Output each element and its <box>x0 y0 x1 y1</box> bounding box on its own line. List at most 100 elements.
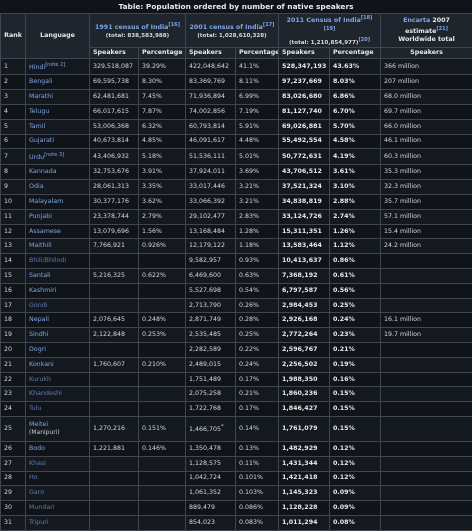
language-link[interactable]: Bodo <box>29 445 45 452</box>
percentage-2011-cell: 0.09% <box>330 501 381 516</box>
language-link[interactable]: Mundari <box>29 504 55 511</box>
rank-cell: 24 <box>1 402 26 417</box>
census-2001-ref[interactable]: [17] <box>263 22 275 28</box>
speakers-2011-cell: 7,368,192 <box>279 269 330 284</box>
language-link[interactable]: Maithili <box>29 242 52 249</box>
language-cell: Khasi <box>26 456 90 471</box>
speakers-2011-header: Speakers <box>279 48 330 59</box>
speakers-1991-cell: 28,061,313 <box>90 180 139 195</box>
language-note-ref[interactable]: [note 3] <box>44 152 64 158</box>
language-link[interactable]: Assamese <box>29 228 61 235</box>
census-1991-ref[interactable]: [16] <box>168 22 180 28</box>
percentage-2001-cell: 5.91% <box>236 119 279 134</box>
percentage-2011-cell: 4.19% <box>330 149 381 165</box>
language-link[interactable]: Tulu <box>29 405 42 412</box>
language-link[interactable]: Gondi <box>29 302 47 309</box>
language-link[interactable]: Odia <box>29 183 44 190</box>
speakers-1991-cell: 1,270,216 <box>90 417 139 442</box>
speakers-2011-cell: 55,492,554 <box>279 134 330 149</box>
language-cell: Santali <box>26 269 90 284</box>
census-2011-total-ref[interactable]: [20] <box>358 37 370 43</box>
encarta-cell <box>381 298 472 313</box>
language-link[interactable]: Khasi <box>29 460 46 467</box>
language-link[interactable]: Sindhi <box>29 331 48 338</box>
language-link[interactable]: Konkani <box>29 361 54 368</box>
encarta-cell <box>381 515 472 530</box>
percentage-2001-cell: 0.22% <box>236 343 279 358</box>
encarta-cell: 35.7 million <box>381 195 472 210</box>
speakers-1991-cell <box>90 402 139 417</box>
speakers-2001-cell: 889,479 <box>186 501 236 516</box>
percentage-2011-cell: 0.86% <box>330 254 381 269</box>
encarta-cell: 15.4 million <box>381 224 472 239</box>
speakers-2001-value: 2,282,589 <box>189 346 221 353</box>
percentage-1991-header: Percentage <box>139 48 186 59</box>
language-link[interactable]: Urdu <box>29 154 44 161</box>
speakers-2001-value: 1,128,575 <box>189 460 221 467</box>
census-2011-total: (total: 1,210,854,977) <box>289 40 358 46</box>
percentage-2011-cell: 0.16% <box>330 372 381 387</box>
encarta-ref[interactable]: [21] <box>436 26 448 32</box>
language-link[interactable]: Garo <box>29 489 44 496</box>
encarta-cell <box>381 357 472 372</box>
rank-cell: 16 <box>1 283 26 298</box>
percentage-1991-cell <box>139 471 186 486</box>
speakers-1991-cell: 23,378,744 <box>90 209 139 224</box>
language-link[interactable]: Khandeshi <box>29 390 62 397</box>
language-link[interactable]: Nepali <box>29 316 49 323</box>
encarta-cell <box>381 387 472 402</box>
language-link[interactable]: Santali <box>29 272 51 279</box>
census-1991-link[interactable]: 1991 census of India <box>95 24 168 31</box>
percentage-2011-cell: 4.58% <box>330 134 381 149</box>
language-cell: Sindhi <box>26 328 90 343</box>
speakers-2001-cell: 422,048,642 <box>186 59 236 75</box>
language-link[interactable]: Malayalam <box>29 198 63 205</box>
language-link[interactable]: Dogri <box>29 346 46 353</box>
speakers-2001-value: 71,936,894 <box>189 93 225 100</box>
encarta-link[interactable]: Encarta <box>403 17 430 24</box>
census-2011-link[interactable]: 2011 Census of India <box>287 17 361 24</box>
census-2001-link[interactable]: 2001 census of India <box>190 24 263 31</box>
percentage-2011-cell: 5.70% <box>330 119 381 134</box>
language-note-ref[interactable]: [note 2] <box>45 62 65 68</box>
language-cell: Ho <box>26 471 90 486</box>
speakers-1991-cell <box>90 471 139 486</box>
speakers-2001-value: 46,091,617 <box>189 137 225 144</box>
speakers-2011-cell: 33,124,726 <box>279 209 330 224</box>
speakers-2011-cell: 2,772,264 <box>279 328 330 343</box>
language-link[interactable]: Hindi <box>29 64 45 71</box>
rank-cell: 17 <box>1 298 26 313</box>
percentage-2001-cell: 1.28% <box>236 224 279 239</box>
language-link[interactable]: Tamil <box>29 123 45 130</box>
speakers-1991-cell: 69,595,738 <box>90 75 139 90</box>
language-cell: Gujarati <box>26 134 90 149</box>
language-link[interactable]: Telugu <box>29 108 49 115</box>
percentage-2011-cell: 0.15% <box>330 402 381 417</box>
percentage-2011-cell: 8.03% <box>330 75 381 90</box>
speakers-1991-cell: 13,079,696 <box>90 224 139 239</box>
language-link[interactable]: Ho <box>29 474 38 481</box>
language-link[interactable]: Kannada <box>29 168 57 175</box>
language-link[interactable]: Punjabi <box>29 213 52 220</box>
speakers-2001-value: 1,751,489 <box>189 376 221 383</box>
language-link[interactable]: Meitei <box>29 421 48 428</box>
language-link[interactable]: Tripuri <box>29 519 49 526</box>
language-link[interactable]: Bhili/Bhilodi <box>29 257 66 264</box>
percentage-1991-cell <box>139 486 186 501</box>
speakers-2011-cell: 1,128,228 <box>279 501 330 516</box>
percentage-2001-cell: 0.13% <box>236 442 279 457</box>
speakers-2001-value: 1,042,724 <box>189 474 221 481</box>
language-link[interactable]: Kashmiri <box>29 287 56 294</box>
rank-header: Rank <box>1 14 26 59</box>
language-link[interactable]: Gujarati <box>29 137 54 144</box>
language-link[interactable]: Bengali <box>29 78 53 85</box>
language-link[interactable]: Kurukh <box>29 376 51 383</box>
language-link[interactable]: Marathi <box>29 93 53 100</box>
speakers-2001-value: 33,066,392 <box>189 198 225 205</box>
